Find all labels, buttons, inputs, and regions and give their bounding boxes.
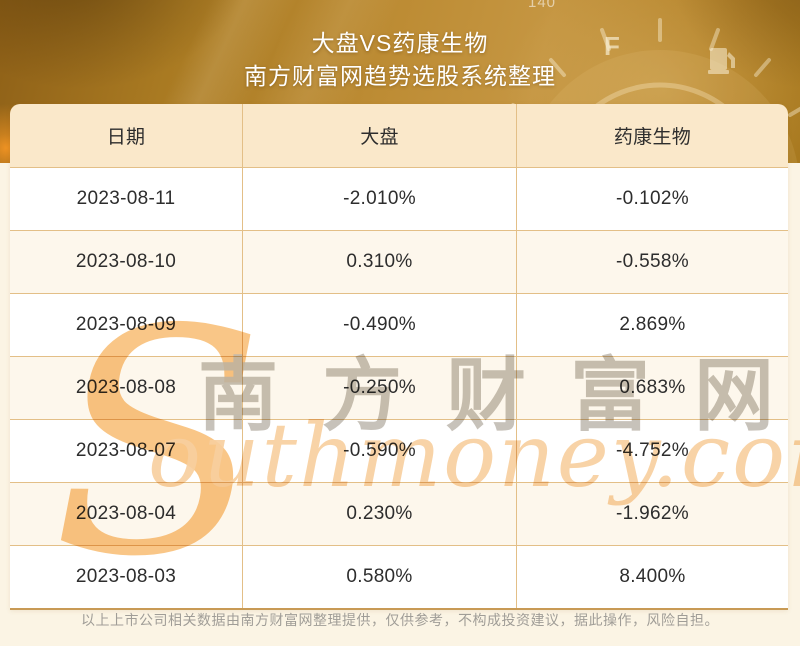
stock-value-cell: 2.869% bbox=[619, 314, 686, 335]
date-cell: 2023-08-10 bbox=[10, 231, 243, 293]
stock-value-cell: -0.558% bbox=[616, 251, 689, 272]
table-row: 2023-08-08 -0.250% 0.683% bbox=[10, 356, 788, 419]
market-value-cell: 0.230% bbox=[243, 483, 517, 545]
column-header-stock: 药康生物 bbox=[613, 127, 692, 148]
page-title: 大盘VS药康生物 bbox=[311, 30, 489, 56]
table-body: 2023-08-11 -2.010% -0.102% 2023-08-10 0.… bbox=[10, 167, 788, 608]
table-row: 2023-08-11 -2.010% -0.102% bbox=[10, 167, 788, 230]
stock-value-cell: -0.102% bbox=[616, 188, 689, 209]
market-value-cell: -2.010% bbox=[243, 168, 517, 230]
date-cell: 2023-08-08 bbox=[10, 357, 243, 419]
table-row: 2023-08-09 -0.490% 2.869% bbox=[10, 293, 788, 356]
stock-value-cell: 8.400% bbox=[619, 566, 686, 587]
date-cell: 2023-08-09 bbox=[10, 294, 243, 356]
date-cell: 2023-08-11 bbox=[10, 168, 243, 230]
date-cell: 2023-08-03 bbox=[10, 546, 243, 608]
table-row: 2023-08-04 0.230% -1.962% bbox=[10, 482, 788, 545]
stock-value-cell: -4.752% bbox=[616, 440, 689, 461]
comparison-table: 日期 大盘 药康生物 2023-08-11 -2.010% -0.102% 20… bbox=[10, 104, 788, 610]
page-subtitle: 南方财富网趋势选股系统整理 bbox=[244, 63, 556, 89]
svg-text:F: F bbox=[604, 31, 620, 61]
column-header-market: 大盘 bbox=[243, 104, 517, 167]
table-header-row: 日期 大盘 药康生物 bbox=[10, 104, 788, 167]
market-value-cell: -0.490% bbox=[243, 294, 517, 356]
market-value-cell: -0.590% bbox=[243, 420, 517, 482]
column-header-date: 日期 bbox=[10, 104, 243, 167]
table-row: 2023-08-07 -0.590% -4.752% bbox=[10, 419, 788, 482]
stock-value-cell: 0.683% bbox=[619, 377, 686, 398]
table-row: 2023-08-03 0.580% 8.400% bbox=[10, 545, 788, 608]
dashboard-dial-number: 140 bbox=[528, 0, 557, 11]
market-value-cell: 0.580% bbox=[243, 546, 517, 608]
table-row: 2023-08-10 0.310% -0.558% bbox=[10, 230, 788, 293]
market-value-cell: -0.250% bbox=[243, 357, 517, 419]
stock-value-cell: -1.962% bbox=[616, 503, 689, 524]
market-value-cell: 0.310% bbox=[243, 231, 517, 293]
disclaimer-text: 以上上市公司相关数据由南方财富网整理提供，仅供参考，不构成投资建议，据此操作，风… bbox=[81, 612, 719, 628]
date-cell: 2023-08-04 bbox=[10, 483, 243, 545]
date-cell: 2023-08-07 bbox=[10, 420, 243, 482]
